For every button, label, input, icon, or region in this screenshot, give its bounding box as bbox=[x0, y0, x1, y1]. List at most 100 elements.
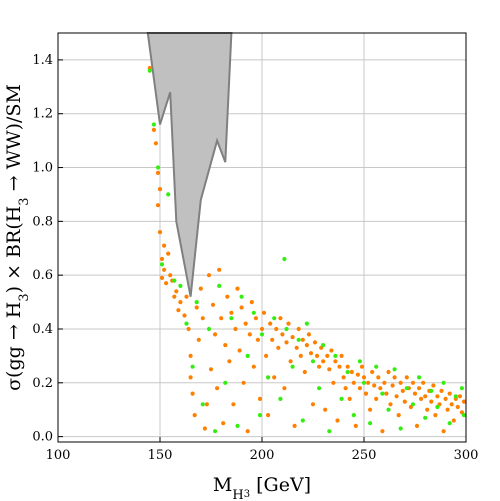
data-point bbox=[384, 391, 389, 396]
data-point bbox=[423, 394, 428, 399]
data-point bbox=[194, 300, 199, 305]
data-point bbox=[339, 396, 344, 401]
data-point bbox=[302, 369, 307, 375]
data-point bbox=[431, 383, 436, 388]
y-tick-label: 0.6 bbox=[32, 268, 53, 283]
data-point bbox=[188, 353, 193, 358]
data-point bbox=[200, 316, 205, 321]
data-point bbox=[380, 391, 385, 396]
data-point bbox=[178, 300, 183, 305]
data-point bbox=[229, 316, 234, 321]
data-point bbox=[245, 353, 250, 358]
data-point bbox=[310, 359, 316, 364]
data-point bbox=[317, 364, 322, 369]
data-point bbox=[190, 391, 195, 396]
data-point bbox=[184, 321, 189, 326]
data-point bbox=[323, 407, 328, 412]
data-point bbox=[235, 286, 240, 291]
data-point bbox=[345, 369, 350, 375]
data-point bbox=[396, 413, 401, 418]
x-axis-ticks: 100 150 200 250 300 bbox=[46, 437, 478, 463]
data-point bbox=[284, 326, 289, 332]
data-point bbox=[461, 399, 467, 404]
data-point bbox=[433, 413, 438, 418]
data-point bbox=[404, 386, 409, 391]
data-point bbox=[417, 386, 422, 391]
data-point bbox=[376, 375, 381, 380]
data-point bbox=[347, 396, 352, 401]
data-point bbox=[192, 413, 197, 418]
data-point bbox=[443, 396, 448, 401]
data-point bbox=[300, 337, 305, 342]
data-point bbox=[455, 404, 460, 410]
data-point bbox=[321, 343, 326, 348]
data-point bbox=[229, 310, 234, 315]
y-tick-label: 0.2 bbox=[32, 376, 53, 391]
data-point bbox=[196, 337, 201, 342]
data-point bbox=[231, 402, 236, 407]
y-axis-ticks: 0.0 0.2 0.4 0.6 0.8 1.0 1.2 1.4 bbox=[32, 53, 63, 445]
y-tick-label: 1.4 bbox=[32, 53, 53, 68]
data-point bbox=[359, 364, 365, 369]
data-point bbox=[162, 243, 167, 248]
data-point bbox=[351, 413, 356, 418]
data-point bbox=[329, 348, 334, 353]
data-point bbox=[425, 407, 430, 412]
data-point bbox=[374, 364, 379, 369]
data-point bbox=[257, 396, 263, 401]
data-point bbox=[361, 380, 367, 385]
data-point bbox=[233, 326, 238, 332]
data-point bbox=[223, 380, 228, 385]
y-tick-label: 0.4 bbox=[32, 322, 53, 337]
data-point bbox=[286, 321, 291, 326]
data-point bbox=[166, 192, 171, 197]
data-point bbox=[261, 310, 267, 315]
data-point bbox=[321, 359, 326, 364]
data-point bbox=[331, 380, 336, 385]
data-point bbox=[429, 388, 434, 393]
data-points bbox=[147, 65, 467, 434]
data-point bbox=[164, 281, 169, 286]
data-point bbox=[268, 321, 273, 326]
data-point bbox=[435, 404, 440, 410]
data-point bbox=[251, 310, 256, 315]
data-point bbox=[266, 375, 271, 380]
data-point bbox=[412, 391, 418, 396]
data-point bbox=[176, 308, 181, 313]
data-point bbox=[162, 267, 167, 272]
data-point bbox=[259, 326, 265, 332]
data-point bbox=[310, 402, 316, 407]
data-point bbox=[421, 380, 426, 385]
x-tick-label: 100 bbox=[46, 448, 71, 463]
data-point bbox=[361, 375, 367, 380]
data-point bbox=[417, 375, 422, 380]
data-point bbox=[188, 375, 193, 380]
data-point bbox=[264, 353, 269, 358]
data-point bbox=[255, 337, 260, 342]
data-point bbox=[423, 415, 428, 420]
data-point bbox=[157, 187, 163, 192]
data-point bbox=[278, 316, 283, 321]
data-point bbox=[237, 348, 242, 353]
data-point bbox=[441, 380, 446, 385]
data-point bbox=[157, 230, 163, 235]
data-point bbox=[243, 321, 248, 326]
data-point bbox=[239, 305, 244, 310]
data-point bbox=[217, 283, 222, 288]
data-point bbox=[327, 367, 332, 372]
data-point bbox=[449, 402, 454, 407]
data-point bbox=[429, 399, 434, 404]
data-point bbox=[239, 294, 244, 299]
data-point bbox=[172, 278, 177, 283]
data-point bbox=[392, 367, 397, 372]
data-point bbox=[461, 413, 467, 418]
data-point bbox=[159, 256, 165, 262]
data-point bbox=[200, 402, 205, 407]
data-point bbox=[439, 388, 444, 393]
y-tick-label: 1.2 bbox=[32, 107, 53, 122]
data-point bbox=[247, 332, 252, 337]
data-point bbox=[312, 340, 318, 345]
data-point bbox=[386, 407, 391, 412]
data-point bbox=[366, 380, 371, 385]
data-point bbox=[253, 316, 258, 321]
